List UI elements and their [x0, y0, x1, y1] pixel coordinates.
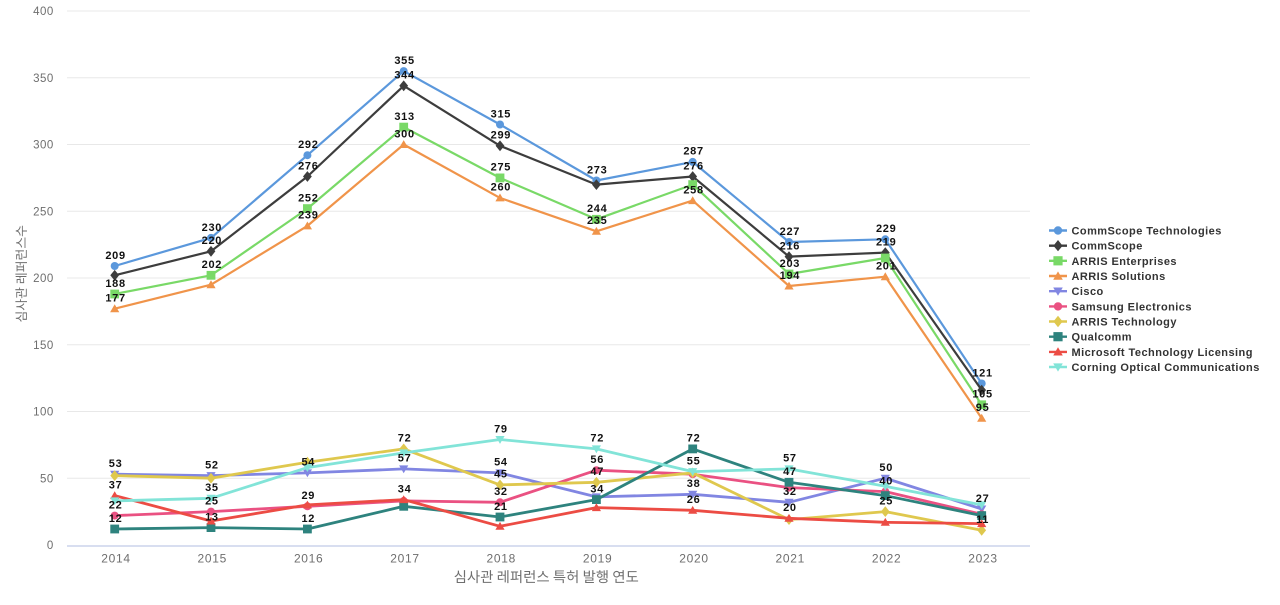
svg-text:219: 219 [876, 236, 896, 248]
svg-text:235: 235 [587, 215, 607, 227]
svg-text:2015: 2015 [198, 552, 228, 566]
svg-text:72: 72 [590, 433, 604, 445]
svg-text:57: 57 [398, 453, 412, 465]
svg-text:13: 13 [205, 511, 219, 523]
svg-text:CommScope Technologies: CommScope Technologies [1072, 226, 1222, 238]
svg-text:Corning Optical Communications: Corning Optical Communications [1072, 362, 1260, 374]
svg-text:34: 34 [590, 483, 604, 495]
svg-text:227: 227 [780, 226, 800, 238]
svg-text:150: 150 [33, 340, 54, 352]
svg-text:47: 47 [590, 466, 604, 478]
svg-text:56: 56 [590, 454, 604, 466]
svg-text:400: 400 [33, 6, 54, 18]
svg-text:2021: 2021 [776, 552, 806, 566]
svg-text:220: 220 [202, 235, 222, 247]
svg-text:275: 275 [491, 162, 511, 174]
svg-text:276: 276 [298, 160, 318, 172]
svg-text:250: 250 [33, 206, 54, 218]
svg-text:Microsoft Technology Licensing: Microsoft Technology Licensing [1072, 347, 1253, 359]
svg-text:25: 25 [879, 495, 893, 507]
svg-text:260: 260 [491, 182, 511, 194]
svg-text:177: 177 [105, 293, 125, 305]
svg-text:CommScope: CommScope [1072, 241, 1143, 253]
svg-text:Cisco: Cisco [1072, 286, 1104, 298]
svg-text:2016: 2016 [294, 552, 324, 566]
svg-text:287: 287 [683, 146, 703, 158]
svg-text:313: 313 [394, 111, 414, 123]
svg-text:2022: 2022 [872, 552, 902, 566]
svg-text:276: 276 [683, 160, 703, 172]
svg-text:252: 252 [298, 192, 318, 204]
svg-text:121: 121 [972, 367, 992, 379]
svg-text:Samsung Electronics: Samsung Electronics [1072, 301, 1192, 313]
svg-text:22: 22 [109, 499, 123, 511]
svg-text:2020: 2020 [679, 552, 709, 566]
svg-text:194: 194 [780, 270, 801, 282]
svg-text:35: 35 [205, 482, 219, 494]
svg-text:188: 188 [105, 278, 125, 290]
svg-text:21: 21 [494, 501, 508, 513]
svg-text:38: 38 [687, 478, 701, 490]
svg-text:26: 26 [687, 494, 701, 506]
svg-text:95: 95 [976, 402, 990, 414]
svg-text:202: 202 [202, 259, 222, 271]
svg-text:52: 52 [205, 459, 219, 471]
svg-text:2018: 2018 [487, 552, 517, 566]
svg-text:47: 47 [783, 466, 797, 478]
svg-text:2023: 2023 [968, 552, 998, 566]
svg-text:ARRIS Solutions: ARRIS Solutions [1072, 271, 1166, 283]
svg-text:300: 300 [394, 128, 414, 140]
svg-text:355: 355 [394, 55, 414, 67]
svg-text:32: 32 [494, 486, 508, 498]
svg-text:244: 244 [587, 203, 608, 215]
svg-text:229: 229 [876, 223, 896, 235]
svg-text:2017: 2017 [390, 552, 420, 566]
svg-text:53: 53 [109, 458, 123, 470]
svg-text:300: 300 [33, 140, 54, 152]
svg-text:350: 350 [33, 73, 54, 85]
svg-text:37: 37 [109, 479, 123, 491]
svg-text:209: 209 [105, 250, 125, 262]
svg-text:100: 100 [33, 407, 54, 419]
svg-text:201: 201 [876, 261, 896, 273]
svg-text:0: 0 [47, 540, 54, 552]
svg-text:344: 344 [394, 70, 415, 82]
svg-text:216: 216 [780, 240, 800, 252]
svg-text:45: 45 [494, 469, 508, 481]
svg-text:72: 72 [398, 433, 412, 445]
svg-text:79: 79 [494, 423, 508, 435]
svg-text:203: 203 [780, 258, 800, 270]
svg-text:55: 55 [687, 455, 701, 467]
svg-text:315: 315 [491, 108, 511, 120]
svg-text:273: 273 [587, 164, 607, 176]
svg-text:54: 54 [301, 457, 315, 469]
svg-text:34: 34 [398, 483, 412, 495]
svg-text:32: 32 [783, 486, 797, 498]
svg-text:50: 50 [40, 473, 54, 485]
svg-text:239: 239 [298, 210, 318, 222]
svg-text:230: 230 [202, 222, 222, 234]
svg-text:57: 57 [783, 453, 797, 465]
svg-text:2014: 2014 [101, 552, 131, 566]
svg-text:12: 12 [109, 513, 123, 525]
svg-text:12: 12 [301, 513, 315, 525]
svg-text:ARRIS Technology: ARRIS Technology [1072, 317, 1178, 329]
svg-text:292: 292 [298, 139, 318, 151]
svg-text:258: 258 [683, 184, 703, 196]
svg-text:200: 200 [33, 273, 54, 285]
svg-text:Qualcomm: Qualcomm [1072, 332, 1132, 344]
svg-text:27: 27 [976, 493, 990, 505]
svg-text:50: 50 [879, 462, 893, 474]
svg-text:40: 40 [879, 475, 893, 487]
svg-text:11: 11 [976, 514, 989, 526]
svg-text:ARRIS Enterprises: ARRIS Enterprises [1072, 256, 1177, 268]
svg-text:20: 20 [783, 502, 797, 514]
svg-text:299: 299 [491, 130, 511, 142]
svg-text:54: 54 [494, 457, 508, 469]
svg-text:29: 29 [301, 490, 315, 502]
svg-text:25: 25 [205, 495, 219, 507]
svg-text:2019: 2019 [583, 552, 613, 566]
svg-text:72: 72 [687, 433, 701, 445]
svg-text:105: 105 [972, 389, 992, 401]
